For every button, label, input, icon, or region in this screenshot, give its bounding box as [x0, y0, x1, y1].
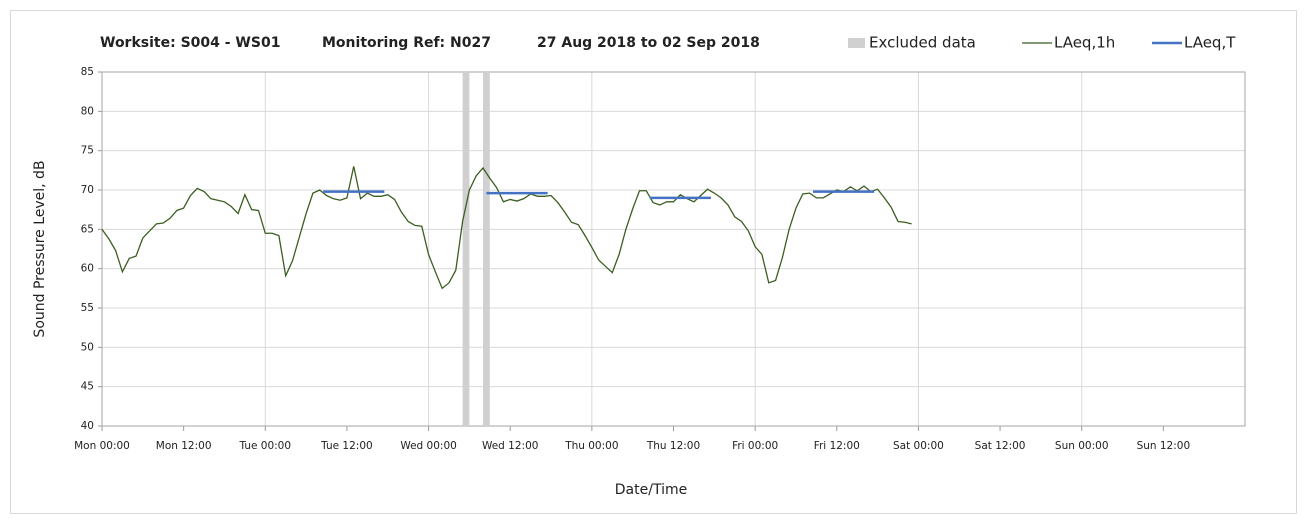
x-tick-label: Tue 00:00: [239, 440, 292, 452]
x-tick-label: Wed 12:00: [482, 440, 539, 452]
x-tick-label: Sat 12:00: [975, 440, 1026, 452]
x-tick-label: Fri 12:00: [814, 440, 860, 452]
x-tick-label: Tue 12:00: [320, 440, 373, 452]
y-tick-label: 80: [81, 105, 94, 117]
y-tick-label: 85: [81, 66, 94, 78]
y-tick-label: 50: [81, 341, 94, 353]
excluded-band: [462, 72, 470, 426]
y-tick-label: 60: [81, 263, 94, 275]
x-tick-label: Fri 00:00: [732, 440, 778, 452]
chart-frame: [10, 10, 1297, 514]
legend-swatch: [848, 38, 865, 48]
y-tick-label: 45: [81, 381, 94, 393]
x-tick-label: Mon 12:00: [156, 440, 212, 452]
x-tick-label: Mon 00:00: [74, 440, 130, 452]
y-tick-label: 70: [81, 184, 94, 196]
y-tick-label: 55: [81, 302, 94, 314]
title-ref: Monitoring Ref: N027: [322, 35, 491, 51]
legend-label: LAeq,T: [1184, 34, 1236, 52]
title-worksite: Worksite: S004 - WS01: [100, 35, 280, 51]
x-tick-label: Thu 00:00: [564, 440, 618, 452]
y-tick-label: 65: [81, 223, 94, 235]
series-line: [101, 166, 912, 290]
series-line: [323, 190, 875, 200]
y-tick-label: 75: [81, 145, 94, 157]
y-axis-label: Sound Pressure Level, dB: [32, 160, 48, 337]
x-tick-label: Sun 12:00: [1137, 440, 1191, 452]
x-tick-label: Sat 00:00: [893, 440, 944, 452]
x-tick-label: Wed 00:00: [400, 440, 457, 452]
x-axis-label: Date/Time: [615, 482, 687, 498]
x-tick-label: Thu 12:00: [646, 440, 700, 452]
plot-area: [101, 71, 1246, 427]
excluded-band: [483, 72, 490, 426]
x-tick-label: Sun 00:00: [1055, 440, 1109, 452]
y-tick-label: 40: [81, 420, 94, 432]
legend-label: LAeq,1h: [1054, 34, 1115, 52]
title-dates: 27 Aug 2018 to 02 Sep 2018: [537, 35, 760, 51]
legend-label: Excluded data: [869, 34, 976, 52]
